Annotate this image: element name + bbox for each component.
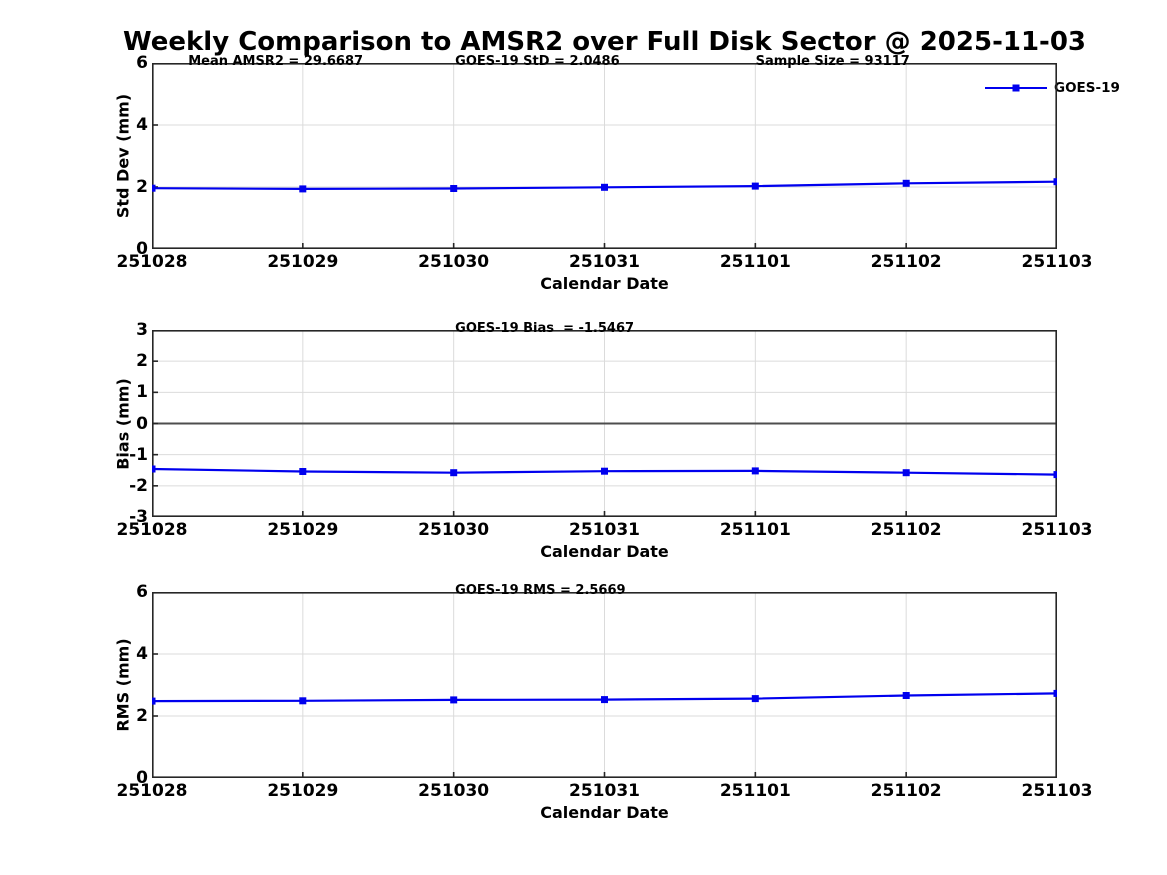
x-tick-label: 251030 xyxy=(418,781,490,801)
axis-tick-marks xyxy=(152,592,1057,778)
data-point-marker xyxy=(299,468,307,475)
x-tick-label: 251028 xyxy=(116,781,188,801)
data-point-marker xyxy=(902,692,910,699)
data-point-marker xyxy=(1053,178,1057,186)
bias-chart-canvas xyxy=(152,330,1057,517)
data-point-marker xyxy=(1053,689,1057,697)
y-tick-label: 2 xyxy=(136,177,148,197)
data-point-marker xyxy=(601,183,608,191)
y-tick-label: -3 xyxy=(129,507,148,527)
data-point-marker xyxy=(902,469,910,477)
x-tick-label: 251102 xyxy=(870,252,942,272)
grid-lines xyxy=(152,63,1057,249)
plot-annotation: Mean AMSR2 = 29.6687 xyxy=(188,54,364,69)
data-point-marker xyxy=(902,179,910,187)
data-point-marker xyxy=(601,696,608,704)
stddev-chart-canvas xyxy=(152,63,1057,249)
plot-annotation: GOES-19 RMS = 2.5669 xyxy=(455,583,626,598)
data-point-marker xyxy=(601,467,608,475)
data-point-marker xyxy=(450,185,458,192)
plot-annotation: GOES-19 StD = 2.0486 xyxy=(455,54,620,69)
y-tick-label: 4 xyxy=(136,115,148,135)
y-tick-label: 0 xyxy=(136,239,148,259)
data-point-marker xyxy=(152,697,156,705)
x-axis-label: Calendar Date xyxy=(540,542,669,561)
data-point-marker xyxy=(299,185,307,193)
data-point-marker xyxy=(751,182,759,190)
x-tick-label: 251103 xyxy=(1021,781,1093,801)
x-tick-label: 251102 xyxy=(870,781,942,801)
y-tick-label: 0 xyxy=(136,768,148,788)
y-tick-label: 3 xyxy=(136,320,148,340)
data-point-marker xyxy=(751,695,759,703)
x-tick-label: 251028 xyxy=(116,520,188,540)
grid-lines xyxy=(152,592,1057,778)
x-tick-label: 251103 xyxy=(1021,252,1093,272)
x-tick-label: 251029 xyxy=(267,252,339,272)
x-tick-label: 251030 xyxy=(418,520,490,540)
data-point-marker xyxy=(299,697,307,705)
data-point-marker xyxy=(152,465,156,473)
legend-marker-icon xyxy=(1012,84,1020,92)
data-point-marker xyxy=(751,467,759,475)
figure-title-text: Weekly Comparison to AMSR2 over Full Dis… xyxy=(122,27,1087,57)
data-point-marker xyxy=(450,696,458,704)
y-tick-label: 6 xyxy=(136,53,148,73)
plot-annotation: Sample Size = 93117 xyxy=(755,54,910,69)
x-tick-label: 251029 xyxy=(267,520,339,540)
x-tick-label: 251101 xyxy=(719,781,791,801)
y-tick-label: -1 xyxy=(129,444,148,465)
x-tick-label: 251031 xyxy=(569,781,640,801)
y-tick-label: 2 xyxy=(136,706,148,726)
y-tick-label: 6 xyxy=(136,582,148,602)
y-axis-label: Std Dev (mm) xyxy=(113,93,133,219)
figure-title: Weekly Comparison to AMSR2 over Full Dis… xyxy=(123,27,1086,57)
x-tick-label: 251030 xyxy=(418,252,490,272)
x-axis-label: Calendar Date xyxy=(540,803,669,822)
y-tick-label: 2 xyxy=(136,351,148,372)
legend: GOES-19 xyxy=(985,80,1120,96)
legend-label: GOES-19 xyxy=(1054,80,1120,96)
x-axis-label: Calendar Date xyxy=(540,274,669,293)
x-tick-label: 251101 xyxy=(719,520,791,540)
y-tick-label: 4 xyxy=(136,644,148,664)
x-tick-label: 251103 xyxy=(1021,520,1093,540)
x-tick-label: 251101 xyxy=(719,252,791,272)
data-point-marker xyxy=(1053,471,1057,479)
data-point-marker xyxy=(152,184,156,192)
y-tick-label: 0 xyxy=(136,413,148,434)
data-markers xyxy=(152,465,1057,479)
legend-line-sample xyxy=(985,84,1047,92)
data-point-marker xyxy=(450,469,458,477)
x-tick-label: 251028 xyxy=(116,252,188,272)
data-markers xyxy=(152,178,1057,193)
x-tick-label: 251031 xyxy=(569,252,640,272)
plot-annotation: GOES-19 Bias = -1.5467 xyxy=(455,321,635,336)
axis-tick-marks xyxy=(152,330,1057,517)
rms-chart-canvas xyxy=(152,592,1057,778)
x-tick-label: 251102 xyxy=(870,520,942,540)
axis-tick-marks xyxy=(152,63,1057,249)
x-tick-label: 251031 xyxy=(569,520,640,540)
x-tick-label: 251029 xyxy=(267,781,339,801)
y-tick-label: -2 xyxy=(129,475,148,496)
data-markers xyxy=(152,689,1057,705)
y-tick-label: 1 xyxy=(136,382,148,403)
